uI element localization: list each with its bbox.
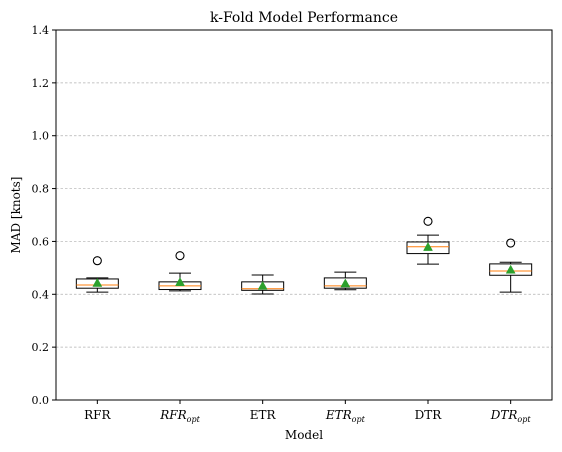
chart-title: k-Fold Model Performance [210, 10, 398, 26]
y-axis-label: MAD [knots] [9, 177, 23, 254]
box-4 [323, 271, 367, 291]
x-tick-label-main: ETR [325, 408, 352, 422]
y-tick-label: 0.0 [32, 394, 50, 407]
y-tick-label: 1.0 [32, 130, 50, 143]
boxes-group [75, 216, 533, 295]
x-tick-label-main: RFR [159, 408, 186, 422]
x-axis-label: Model [285, 428, 323, 442]
x-tick-label-subscript: opt [517, 415, 531, 424]
y-tick-label: 0.2 [32, 341, 50, 354]
x-tick-label-subscript: opt [187, 415, 201, 424]
outlier-point [92, 256, 102, 266]
y-tick-label: 0.4 [32, 288, 50, 301]
x-tick-label-subscript: opt [352, 415, 366, 424]
mean-marker [92, 277, 103, 287]
x-tick-label-main: DTR [415, 408, 443, 422]
box-2 [158, 251, 202, 292]
mean-marker [257, 280, 268, 290]
x-tick-label-main: DTR [490, 408, 518, 422]
box-3 [241, 274, 285, 295]
x-tick-label: ETR [250, 408, 277, 422]
mean-marker [340, 278, 351, 288]
x-tick-label: DTRopt [490, 408, 532, 424]
box-6 [489, 238, 533, 293]
outlier-point [175, 251, 185, 261]
box-1 [75, 256, 119, 293]
mean-marker [505, 264, 516, 274]
y-tick-label: 0.6 [32, 235, 50, 248]
y-axis-ticks: 0.0 0.2 0.4 0.6 0.8 1.0 1.2 1.4 [32, 24, 56, 407]
x-axis-ticks: RFR RFRopt ETR ETRopt DTR DTRopt [84, 400, 531, 424]
iqr-box [489, 263, 533, 276]
x-tick-label-main: ETR [250, 408, 277, 422]
y-tick-label: 1.2 [32, 77, 50, 90]
mean-marker [175, 277, 185, 286]
grid-lines [56, 82, 552, 348]
outlier-point [423, 216, 433, 226]
x-tick-label-main: RFR [84, 408, 111, 422]
mean-marker [423, 241, 433, 251]
x-tick-label: DTR [415, 408, 443, 422]
iqr-box [406, 241, 450, 255]
box-5 [406, 216, 450, 265]
x-tick-label: RFR [84, 408, 111, 422]
plot-frame [55, 29, 553, 401]
x-tick-label: ETRopt [325, 408, 366, 424]
x-tick-label: RFRopt [159, 408, 200, 424]
outlier-point [506, 238, 516, 248]
iqr-box [323, 277, 367, 289]
y-tick-label: 0.8 [32, 183, 50, 196]
y-tick-label: 1.4 [32, 24, 50, 37]
